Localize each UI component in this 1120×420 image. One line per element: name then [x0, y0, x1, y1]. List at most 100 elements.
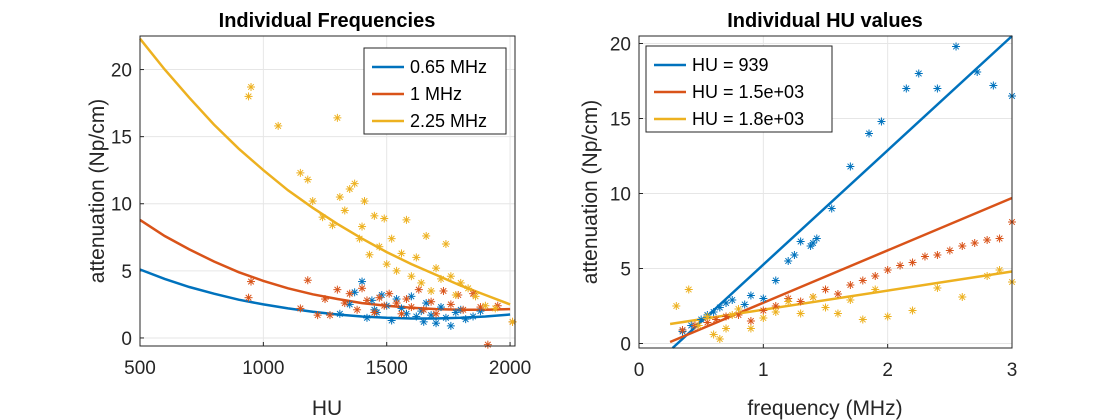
- y-tick-label: 20: [111, 61, 132, 82]
- data-point-0-65-mhz: [350, 288, 359, 297]
- data-point-hu-1-8e-03: [933, 284, 942, 292]
- data-point-hu-1-8e-03: [846, 296, 855, 304]
- data-point-hu-1-8e-03: [833, 309, 842, 318]
- data-point-1-mhz: [427, 297, 436, 306]
- chart-panel-hu-values: 0 1 2 3 0 5 10 15 20 Individual HU values frequ…: [579, 10, 1017, 420]
- data-point-hu-1-8e-03: [694, 321, 703, 330]
- data-point-2-25-mhz: [318, 213, 327, 222]
- data-point-2-25-mhz: [432, 264, 441, 273]
- data-point-hu-1-5e-03: [821, 285, 830, 294]
- data-point-1-mhz: [362, 296, 371, 305]
- data-point-hu-1-5e-03: [983, 236, 992, 244]
- data-point-hu-939: [746, 291, 755, 300]
- data-point-hu-1-8e-03: [883, 312, 892, 321]
- data-point-2-25-mhz: [296, 168, 305, 177]
- data-point-hu-1-8e-03: [796, 309, 805, 318]
- data-point-2-25-mhz: [471, 292, 480, 301]
- data-point-hu-939: [973, 68, 982, 76]
- data-point-1-mhz: [419, 305, 428, 314]
- data-point-2-25-mhz: [422, 231, 431, 240]
- legend: 0.65 MHz 1 MHz 2.25 MHz: [363, 47, 507, 135]
- data-point-2-25-mhz: [244, 92, 253, 101]
- data-point-hu-1-8e-03: [858, 315, 867, 324]
- data-point-2-25-mhz: [446, 272, 455, 281]
- data-point-hu-939: [989, 81, 998, 90]
- x-tick-label: 1: [758, 360, 769, 381]
- data-point-hu-939: [709, 308, 718, 316]
- data-point-hu-939: [722, 299, 731, 307]
- data-point-0-65-mhz: [446, 321, 455, 330]
- data-point-2-25-mhz: [340, 206, 349, 215]
- data-point-hu-1-8e-03: [809, 293, 818, 301]
- data-point-1-mhz: [414, 285, 423, 294]
- y-tick-label: 10: [111, 195, 132, 216]
- x-tick-label: 3: [1007, 360, 1018, 381]
- y-tick-labels: 0 5 10 15 20: [610, 35, 631, 356]
- data-point-1-mhz: [380, 301, 389, 310]
- chart-title: Individual HU values: [727, 10, 923, 32]
- scatter-points: [244, 82, 517, 349]
- data-point-hu-1-8e-03: [746, 324, 755, 333]
- data-point-hu-1-8e-03: [821, 303, 830, 312]
- data-point-hu-1-5e-03: [712, 315, 721, 324]
- data-point-hu-939: [914, 69, 923, 78]
- plot-area-frame: [638, 35, 1013, 349]
- data-point-0-65-mhz: [335, 309, 344, 318]
- data-point-hu-939: [790, 251, 799, 259]
- plot-area-frame: [139, 35, 516, 347]
- data-point-hu-939: [877, 117, 886, 126]
- data-point-hu-1-8e-03: [709, 330, 718, 339]
- data-point-1-mhz: [397, 309, 406, 318]
- data-point-hu-1-8e-03: [871, 285, 880, 294]
- data-point-2-25-mhz: [274, 121, 283, 130]
- data-point-hu-1-5e-03: [958, 242, 967, 250]
- data-point-2-25-mhz: [308, 197, 317, 206]
- data-point-2-25-mhz: [345, 184, 354, 193]
- x-tick-label: 500: [124, 358, 156, 379]
- legend: HU = 939 HU = 1.5e+03 HU = 1.8e+03: [645, 45, 833, 133]
- data-point-hu-1-8e-03: [722, 324, 731, 333]
- data-point-hu-1-8e-03: [958, 293, 967, 301]
- data-point-0-65-mhz: [451, 308, 460, 317]
- data-point-1-mhz: [303, 276, 312, 285]
- data-point-hu-1-8e-03: [715, 335, 724, 343]
- scatter-points: [672, 42, 1016, 343]
- x-tick-label: 1500: [366, 358, 408, 379]
- legend-box: [363, 47, 507, 135]
- data-point-hu-939: [715, 303, 724, 312]
- legend-label-0-65-mhz: 0.65 MHz: [410, 57, 487, 77]
- data-point-2-25-mhz: [360, 197, 369, 206]
- data-point-2-25-mhz: [350, 179, 359, 188]
- y-axis-label: attenuation (Np/cm): [86, 99, 109, 283]
- data-point-hu-1-5e-03: [896, 261, 905, 270]
- data-point-0-65-mhz: [362, 313, 371, 322]
- data-point-1-mhz: [375, 293, 384, 302]
- data-point-hu-1-8e-03: [672, 302, 681, 310]
- y-tick-label: 15: [610, 110, 631, 131]
- data-point-0-65-mhz: [441, 313, 450, 322]
- y-tick-label: 15: [111, 128, 132, 149]
- data-point-1-mhz: [247, 277, 256, 286]
- data-point-1-mhz: [340, 299, 349, 308]
- data-point-2-25-mhz: [481, 301, 490, 310]
- y-tick-label: 20: [610, 35, 631, 56]
- y-axis-label: attenuation (Np/cm): [579, 100, 602, 284]
- data-point-hu-939: [728, 296, 737, 304]
- data-point-hu-939: [740, 300, 749, 309]
- y-tick-label: 0: [121, 329, 132, 350]
- data-point-1-mhz: [244, 293, 253, 302]
- data-point-2-25-mhz: [464, 284, 473, 293]
- data-point-1-mhz: [321, 295, 330, 304]
- legend-label-2-25-mhz: 2.25 MHz: [410, 111, 487, 131]
- data-point-2-25-mhz: [441, 240, 450, 249]
- y-tick-label: 0: [620, 335, 631, 356]
- data-point-hu-1-5e-03: [678, 326, 687, 334]
- data-point-hu-1-5e-03: [970, 239, 979, 247]
- chart-title: Individual Frequencies: [219, 10, 436, 32]
- data-point-hu-939: [796, 237, 805, 246]
- data-point-1-mhz: [402, 295, 411, 304]
- data-point-2-25-mhz: [328, 221, 337, 230]
- data-point-1-mhz: [385, 289, 394, 298]
- data-point-hu-1-5e-03: [746, 317, 755, 325]
- data-point-1-mhz: [313, 311, 322, 320]
